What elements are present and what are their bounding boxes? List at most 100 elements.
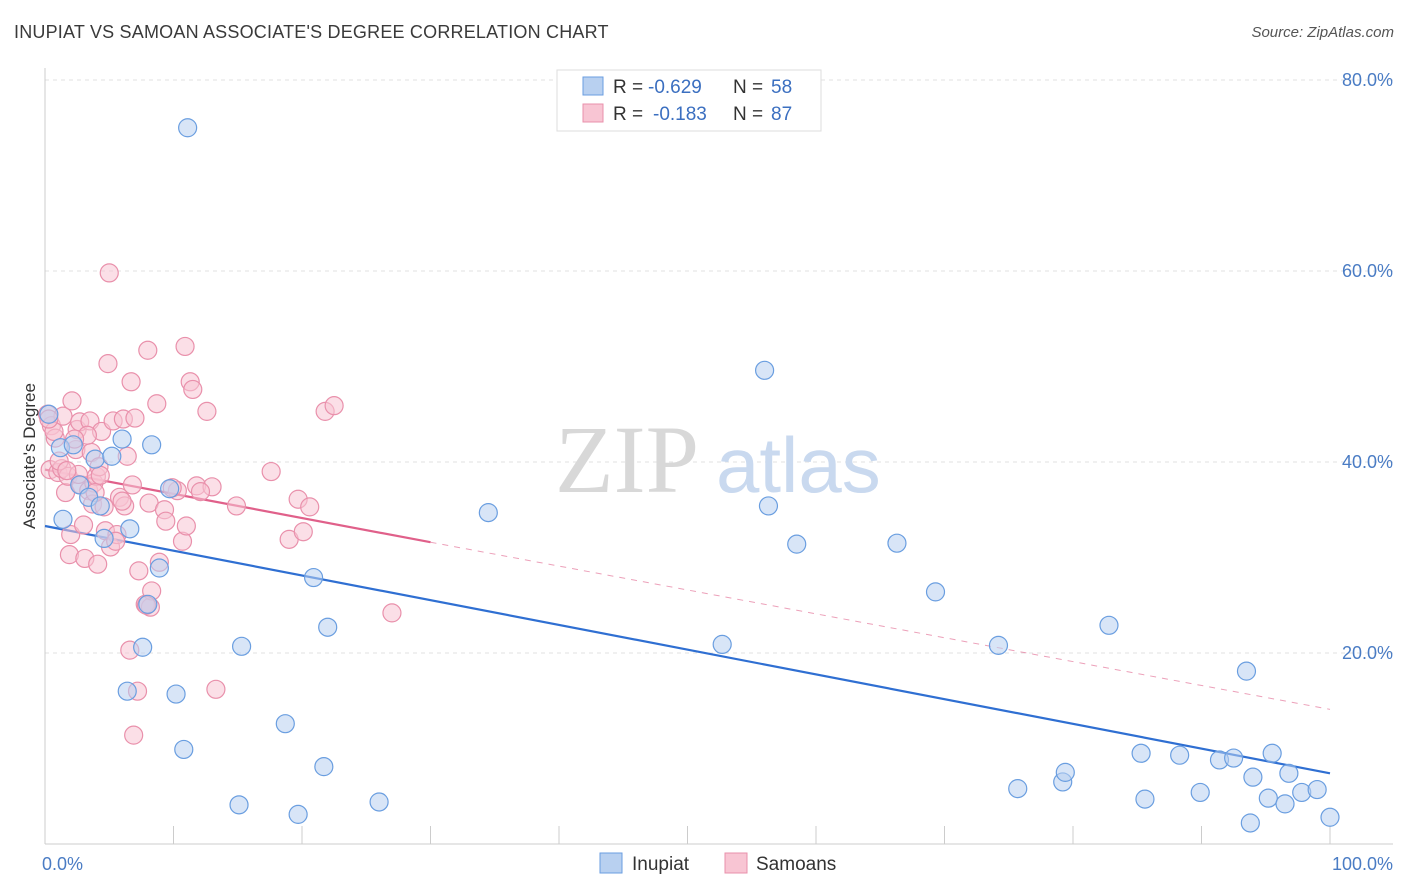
inupiat-point-22 xyxy=(232,636,252,656)
inupiat-point-30 xyxy=(712,634,732,655)
inupiat-point-15 xyxy=(142,435,162,455)
inupiat-trend-line xyxy=(44,524,1331,775)
inupiat-point-55 xyxy=(1307,779,1327,800)
samoan-point-48 xyxy=(147,394,167,414)
inupiat-point-56 xyxy=(1320,807,1340,827)
inupiat-point-27 xyxy=(318,617,338,637)
samoan-point-63 xyxy=(261,461,281,482)
source-label: Source: ZipAtlas.com xyxy=(1251,24,1394,41)
inupiat-point-16 xyxy=(149,558,169,578)
x-tick-label-1: 100.0% xyxy=(1332,854,1393,874)
axes xyxy=(44,68,1393,845)
legend-r-samoans: -0.183 xyxy=(653,104,707,125)
samoan-point-82 xyxy=(190,482,211,502)
legend-r-label-inupiat: R = xyxy=(613,77,643,98)
bottom-legend-label-samoans: Samoans xyxy=(756,854,836,875)
bottom-legend-swatch-samoans xyxy=(724,852,748,874)
legend-n-label-inupiat: N = xyxy=(733,77,763,98)
inupiat-point-7 xyxy=(90,496,110,516)
inupiat-point-35 xyxy=(925,582,946,602)
inupiat-point-12 xyxy=(120,519,140,539)
inupiat-point-13 xyxy=(133,637,153,657)
inupiat-point-41 xyxy=(1131,743,1151,763)
inupiat-point-3 xyxy=(63,435,83,455)
samoan-point-62 xyxy=(226,496,247,516)
inupiat-point-0 xyxy=(39,404,59,424)
inupiat-point-2 xyxy=(53,509,73,529)
inupiat-point-44 xyxy=(1190,782,1210,803)
inupiat-point-14 xyxy=(138,594,158,614)
y-tick-label-3: 80.0% xyxy=(1342,70,1393,90)
legend-r-label-samoans: R = xyxy=(613,104,643,125)
inupiat-point-9 xyxy=(102,446,122,466)
inupiat-point-49 xyxy=(1243,767,1263,787)
inupiat-point-32 xyxy=(758,496,779,516)
samoan-point-66 xyxy=(293,522,313,542)
bottom-legend: Inupiat Samoans xyxy=(599,852,836,875)
y-tick-label-2: 60.0% xyxy=(1342,261,1393,281)
inupiat-point-18 xyxy=(166,684,186,704)
samoan-point-39 xyxy=(124,725,144,745)
samoan-point-51 xyxy=(156,511,176,531)
samoan-point-29 xyxy=(99,263,119,283)
y-axis-label: Associate's Degree xyxy=(20,383,39,529)
samoan-point-71 xyxy=(98,354,118,374)
samoan-point-42 xyxy=(129,561,149,581)
inupiat-point-24 xyxy=(288,804,308,824)
inupiat-point-37 xyxy=(1008,779,1028,799)
samoan-point-70 xyxy=(382,603,402,623)
inupiat-point-50 xyxy=(1258,788,1278,808)
legend-r-inupiat: -0.629 xyxy=(648,77,702,98)
inupiat-point-42 xyxy=(1135,789,1155,809)
y-tick-label-0: 20.0% xyxy=(1342,643,1393,663)
inupiat-point-40 xyxy=(1099,615,1119,635)
inupiat-point-53 xyxy=(1279,763,1299,783)
samoan-point-38 xyxy=(121,372,141,392)
watermark-atlas: atlas xyxy=(716,421,881,509)
legend-n-inupiat: 58 xyxy=(771,77,792,98)
inupiat-point-25 xyxy=(303,567,324,588)
inupiat-point-28 xyxy=(369,792,389,812)
samoan-point-73 xyxy=(122,475,142,495)
data-points xyxy=(37,118,1340,833)
samoan-point-57 xyxy=(183,379,203,400)
samoan-point-85 xyxy=(90,465,110,485)
inupiat-point-23 xyxy=(275,714,295,734)
inupiat-point-10 xyxy=(112,429,132,449)
inupiat-point-6 xyxy=(85,449,105,469)
inupiat-point-33 xyxy=(787,534,807,554)
samoan-point-78 xyxy=(57,460,77,481)
legend-swatch-inupiat xyxy=(582,76,604,96)
bottom-legend-swatch-inupiat xyxy=(599,852,623,874)
legend: R = -0.629 N = 58 R = -0.183 N = 87 xyxy=(556,69,822,132)
inupiat-point-39 xyxy=(1055,762,1075,782)
inupiat-point-21 xyxy=(229,795,249,815)
samoan-point-11 xyxy=(62,391,82,411)
inupiat-point-46 xyxy=(1224,748,1244,768)
samoan-point-54 xyxy=(175,336,195,357)
inupiat-point-26 xyxy=(314,757,334,777)
legend-n-label-samoans: N = xyxy=(733,104,763,125)
inupiat-point-8 xyxy=(94,528,114,549)
samoan-point-24 xyxy=(88,554,108,574)
inupiat-point-48 xyxy=(1240,813,1260,833)
watermark-zip: ZIP xyxy=(555,406,699,513)
inupiat-point-31 xyxy=(754,360,775,380)
inupiat-point-47 xyxy=(1236,661,1257,681)
samoan-point-67 xyxy=(300,497,320,517)
inupiat-point-51 xyxy=(1262,743,1282,763)
inupiat-point-17 xyxy=(160,479,180,499)
watermark: ZIP atlas xyxy=(555,406,881,513)
samoan-point-40 xyxy=(125,408,145,428)
inupiat-point-36 xyxy=(988,635,1009,655)
tick-labels: 20.0% 40.0% 60.0% 80.0% 0.0% 100.0% xyxy=(42,70,1393,874)
samoan-point-86 xyxy=(112,491,132,511)
legend-swatch-samoans xyxy=(582,103,604,123)
inupiat-point-19 xyxy=(174,739,194,760)
inupiat-point-29 xyxy=(478,503,498,523)
samoan-point-61 xyxy=(206,679,226,699)
legend-n-samoans: 87 xyxy=(771,104,792,125)
samoan-point-44 xyxy=(138,340,158,360)
bottom-legend-label-inupiat: Inupiat xyxy=(632,854,690,875)
samoan-point-59 xyxy=(197,401,217,421)
